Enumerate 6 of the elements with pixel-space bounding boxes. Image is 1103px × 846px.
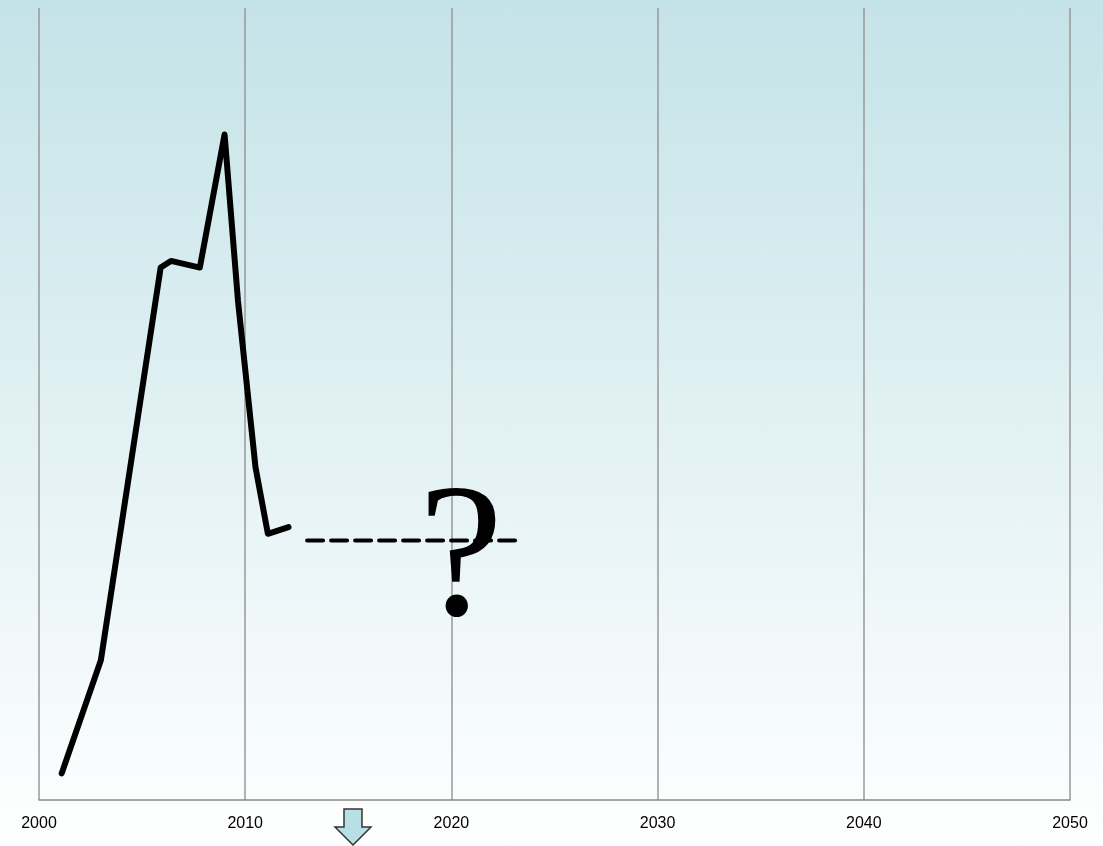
x-tick-label: 2010	[227, 813, 264, 831]
x-tick-label: 2030	[639, 813, 676, 831]
x-tick-label: 2050	[1052, 813, 1088, 831]
x-tick-label: 2020	[433, 813, 470, 831]
x-tick-label: 2000	[21, 813, 57, 831]
x-tick-label: 2040	[846, 813, 882, 831]
